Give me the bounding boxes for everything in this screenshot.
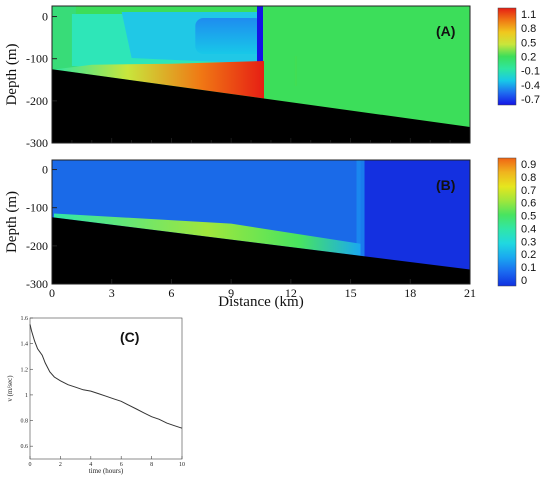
y-tick-label: -200 <box>26 239 48 253</box>
panel-c-label: (C) <box>120 329 139 345</box>
y-tick-label: 0.8 <box>21 419 29 425</box>
y-tick-label: -300 <box>26 136 48 150</box>
panel-b-frame <box>51 159 471 285</box>
panel-a-field-region <box>294 56 297 86</box>
panel-a-colorbar <box>497 7 517 106</box>
panel-c-velocity-line <box>29 324 183 429</box>
x-tick-label: 0 <box>49 286 55 300</box>
y-tick-label: 0.6 <box>21 444 29 450</box>
x-tick-label: 0 <box>29 462 32 468</box>
x-tick-label: 4 <box>89 462 92 468</box>
x-tick-label: 2 <box>59 462 62 468</box>
colorbar-tick-label: 0.3 <box>521 236 536 248</box>
x-tick-label: 8 <box>150 462 153 468</box>
panel-a-seafloor <box>52 69 470 143</box>
panel-b-label: (B) <box>436 177 455 193</box>
colorbar-tick-label: 0.2 <box>521 52 536 64</box>
y-tick-label: 0 <box>42 163 48 177</box>
panel-b-y-ticks: 0 -100 -200 -300 <box>26 163 57 291</box>
y-tick-label: -300 <box>26 277 48 291</box>
y-tick-label: 1.2 <box>21 367 29 373</box>
y-tick-label: -200 <box>26 94 48 108</box>
x-tick-label: 21 <box>464 286 476 300</box>
colorbar-tick-label: 0.8 <box>521 23 536 35</box>
x-tick-label: 12 <box>285 286 297 300</box>
colorbar-tick-label: 0.6 <box>521 198 536 210</box>
panel-a-frame <box>51 5 471 144</box>
panel-a-field-region <box>195 18 263 54</box>
panel-b-seafloor <box>52 217 470 284</box>
colorbar-tick-label: 0.8 <box>521 172 536 184</box>
y-tick-label: 1 <box>25 393 28 399</box>
y-tick-label: 0 <box>42 10 48 24</box>
panel-a-y-ticks: 0 -100 -200 -300 <box>26 10 471 150</box>
x-tick-label: 18 <box>404 286 416 300</box>
y-tick-label: 1.4 <box>21 342 29 348</box>
panel-c-frame <box>29 317 183 460</box>
panel-b: 0 -100 -200 -300 0 3 6 9 12 15 18 21 Depth (m) Dis… <box>4 157 536 310</box>
panel-a-warm-slab <box>54 61 264 99</box>
colorbar-tick-label: 0.5 <box>521 37 536 49</box>
panel-a-field-region <box>52 6 76 70</box>
x-tick-label: 3 <box>109 286 115 300</box>
colorbar-tick-label: 0 <box>521 275 527 287</box>
panel-c-x-axis-label: time (hours) <box>89 467 124 475</box>
panel-b-colorbar <box>497 157 517 287</box>
panel-b-x-axis-label: Distance (km) <box>218 294 303 310</box>
panel-c: 0.6 0.8 1 1.2 1.4 1.6 0 2 4 6 8 10 v (m/sec) time … <box>6 316 185 475</box>
panel-a-field <box>52 6 297 99</box>
y-tick-label: -100 <box>26 201 48 215</box>
colorbar-tick-label: 0.5 <box>521 211 536 223</box>
colorbar-tick-label: 0.2 <box>521 249 536 261</box>
colorbar-tick-label: 1.1 <box>521 9 536 21</box>
panel-c-y-axis-label: v (m/sec) <box>6 375 14 402</box>
x-tick-label: 10 <box>179 462 185 468</box>
x-tick-label: 6 <box>168 286 174 300</box>
x-tick-label: 6 <box>120 462 123 468</box>
panel-b-x-ticks: 0 3 6 9 12 15 18 21 <box>49 279 476 300</box>
colorbar-tick-label: 0.4 <box>521 223 536 235</box>
panel-b-colorbar-ticks: 0.90.80.70.60.50.40.30.20.10 <box>521 159 536 287</box>
panel-a: 0 -100 -200 -300 Depth (m) (A) 1.1 0.8 0.5 0.2… <box>4 5 540 150</box>
panel-b-y-axis-label: Depth (m) <box>4 191 20 253</box>
y-tick-label: -100 <box>26 52 48 66</box>
colorbar-tick-label: 0.7 <box>521 185 536 197</box>
x-tick-label: 15 <box>345 286 357 300</box>
panel-b-bottom-layer <box>54 213 361 256</box>
panel-a-label: (A) <box>436 23 455 39</box>
panel-b-front <box>356 160 365 284</box>
colorbar-tick-label: -0.7 <box>521 94 540 106</box>
panel-a-colorbar-ticks: 1.1 0.8 0.5 0.2 -0.1 -0.4 -0.7 <box>521 9 540 106</box>
panel-c-x-ticks: 0 2 4 6 8 10 <box>29 456 185 468</box>
x-tick-label: 9 <box>228 286 234 300</box>
colorbar-tick-label: 0.1 <box>521 262 536 274</box>
panel-a-field-region <box>256 6 263 76</box>
colorbar-tick-label: -0.1 <box>521 66 540 78</box>
panel-a-y-axis-label: Depth (m) <box>4 43 20 105</box>
colorbar-tick-label: -0.4 <box>521 80 540 92</box>
panel-c-y-ticks: 0.6 0.8 1 1.2 1.4 1.6 <box>21 316 33 450</box>
colorbar-tick-label: 0.9 <box>521 159 536 171</box>
y-tick-label: 1.6 <box>21 316 29 322</box>
